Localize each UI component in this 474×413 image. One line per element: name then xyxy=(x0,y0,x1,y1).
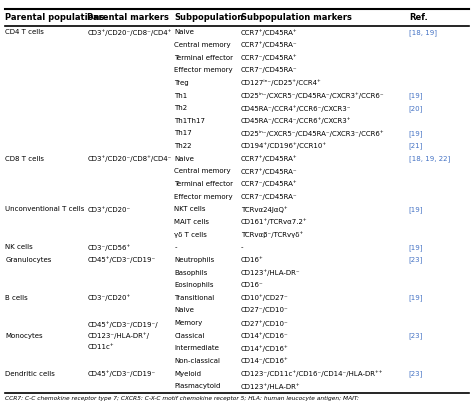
Text: CD3⁺/CD20⁻/CD8⁺/CD4⁻: CD3⁺/CD20⁻/CD8⁺/CD4⁻ xyxy=(87,155,172,162)
Text: Th1Th17: Th1Th17 xyxy=(174,118,205,124)
Text: CD123⁺/HLA-DR⁺: CD123⁺/HLA-DR⁺ xyxy=(241,383,301,390)
Text: Th22: Th22 xyxy=(174,143,192,149)
Text: Subpopulation: Subpopulation xyxy=(174,13,244,22)
Text: CD25ⁱⁿ⁻/CXCR5⁻/CD45RA⁻/CXCR3⁺/CCR6⁻: CD25ⁱⁿ⁻/CXCR5⁻/CD45RA⁻/CXCR3⁺/CCR6⁻ xyxy=(241,92,384,99)
Text: Terminal effector: Terminal effector xyxy=(174,55,233,61)
Text: CCR7⁺/CD45RA⁻: CCR7⁺/CD45RA⁻ xyxy=(241,42,297,48)
Text: CD27⁺/CD10⁻: CD27⁺/CD10⁻ xyxy=(241,320,289,327)
Text: Parental markers: Parental markers xyxy=(87,13,169,22)
Text: Effector memory: Effector memory xyxy=(174,194,233,200)
Text: Central memory: Central memory xyxy=(174,42,231,48)
Text: Ref.: Ref. xyxy=(409,13,428,22)
Text: [21]: [21] xyxy=(409,143,423,150)
Text: [18, 19]: [18, 19] xyxy=(409,29,437,36)
Text: Th2: Th2 xyxy=(174,105,187,111)
Text: -: - xyxy=(241,244,243,250)
Text: CD45⁺/CD3⁻/CD19⁻: CD45⁺/CD3⁻/CD19⁻ xyxy=(87,370,155,377)
Text: Plasmacytoid: Plasmacytoid xyxy=(174,383,221,389)
Text: Basophils: Basophils xyxy=(174,270,208,275)
Text: Monocytes: Monocytes xyxy=(5,333,43,339)
Text: CD3⁻/CD56⁺: CD3⁻/CD56⁺ xyxy=(87,244,131,251)
Text: Myeloid: Myeloid xyxy=(174,371,201,377)
Text: Parental populations: Parental populations xyxy=(5,13,104,22)
Text: CD3⁻/CD20⁺: CD3⁻/CD20⁺ xyxy=(87,294,131,301)
Text: Naive: Naive xyxy=(174,29,194,35)
Text: CD45⁺/CD3⁻/CD19⁻/: CD45⁺/CD3⁻/CD19⁻/ xyxy=(87,322,158,328)
Text: Terminal effector: Terminal effector xyxy=(174,181,233,187)
Text: Central memory: Central memory xyxy=(174,169,231,174)
Text: [18, 19, 22]: [18, 19, 22] xyxy=(409,155,450,162)
Text: CD14⁺/CD16⁻: CD14⁺/CD16⁻ xyxy=(241,332,289,339)
Text: [23]: [23] xyxy=(409,256,423,263)
Text: CD14⁻/CD16⁺: CD14⁻/CD16⁺ xyxy=(241,358,289,364)
Text: CCR7⁻/CD45RA⁺: CCR7⁻/CD45RA⁺ xyxy=(241,180,297,188)
Text: Neutrophils: Neutrophils xyxy=(174,257,215,263)
Text: Transitional: Transitional xyxy=(174,295,215,301)
Text: NKT cells: NKT cells xyxy=(174,206,206,212)
Text: Classical: Classical xyxy=(174,333,205,339)
Text: CD16⁺: CD16⁺ xyxy=(241,257,264,263)
Text: [20]: [20] xyxy=(409,105,423,112)
Text: [19]: [19] xyxy=(409,294,423,301)
Text: Granulocytes: Granulocytes xyxy=(5,257,52,263)
Text: Dendritic cells: Dendritic cells xyxy=(5,371,55,377)
Text: [23]: [23] xyxy=(409,332,423,339)
Text: CCR7⁺/CD45RA⁺: CCR7⁺/CD45RA⁺ xyxy=(241,155,297,162)
Text: Eosinophils: Eosinophils xyxy=(174,282,214,288)
Text: -: - xyxy=(174,244,177,250)
Text: CD14⁺/CD16⁺: CD14⁺/CD16⁺ xyxy=(241,345,289,352)
Text: [19]: [19] xyxy=(409,244,423,251)
Text: CD161⁺/TCRvα7.2⁺: CD161⁺/TCRvα7.2⁺ xyxy=(241,218,307,225)
Text: CCR7: C-C chemokine receptor type 7; CXCR5: C-X-C motif chemokine receptor 5; HL: CCR7: C-C chemokine receptor type 7; CXC… xyxy=(5,396,359,401)
Text: CCR7⁺/CD45RA⁺: CCR7⁺/CD45RA⁺ xyxy=(241,29,297,36)
Text: CD3⁺/CD20⁻: CD3⁺/CD20⁻ xyxy=(87,206,131,213)
Text: CD25ⁱⁿ⁻/CXCR5⁻/CD45RA⁻/CXCR3⁻/CCR6⁺: CD25ⁱⁿ⁻/CXCR5⁻/CD45RA⁻/CXCR3⁻/CCR6⁺ xyxy=(241,130,384,137)
Text: [19]: [19] xyxy=(409,206,423,213)
Text: Treg: Treg xyxy=(174,80,189,86)
Text: [19]: [19] xyxy=(409,130,423,137)
Text: CD3⁺/CD20⁻/CD8⁻/CD4⁺: CD3⁺/CD20⁻/CD8⁻/CD4⁺ xyxy=(87,29,172,36)
Text: CD123⁺/HLA-DR⁻: CD123⁺/HLA-DR⁻ xyxy=(241,269,301,276)
Text: CCR7⁺/CD45RA⁻: CCR7⁺/CD45RA⁻ xyxy=(241,168,297,175)
Text: CD45⁺/CD3⁻/CD19⁻: CD45⁺/CD3⁻/CD19⁻ xyxy=(87,256,155,263)
Text: CD45RA⁻/CCR4⁺/CCR6⁻/CXCR3⁻: CD45RA⁻/CCR4⁺/CCR6⁻/CXCR3⁻ xyxy=(241,105,351,112)
Text: Unconventional T cells: Unconventional T cells xyxy=(5,206,84,212)
Text: CCR7⁻/CD45RA⁻: CCR7⁻/CD45RA⁻ xyxy=(241,67,297,73)
Text: TCRvαβ⁻/TCRvγδ⁺: TCRvαβ⁻/TCRvγδ⁺ xyxy=(241,231,303,238)
Text: CD8 T cells: CD8 T cells xyxy=(5,156,44,162)
Text: CCR7⁻/CD45RA⁺: CCR7⁻/CD45RA⁺ xyxy=(241,54,297,61)
Text: Intermediate: Intermediate xyxy=(174,345,219,351)
Text: CCR7⁻/CD45RA⁻: CCR7⁻/CD45RA⁻ xyxy=(241,194,297,200)
Text: Naive: Naive xyxy=(174,156,194,162)
Text: CD4 T cells: CD4 T cells xyxy=(5,29,44,35)
Text: NK cells: NK cells xyxy=(5,244,33,250)
Text: Th17: Th17 xyxy=(174,131,192,136)
Text: MAIT cells: MAIT cells xyxy=(174,219,210,225)
Text: TCRvα24JαQ⁺: TCRvα24JαQ⁺ xyxy=(241,206,287,213)
Text: CD194⁺/CD196⁺/CCR10⁺: CD194⁺/CD196⁺/CCR10⁺ xyxy=(241,143,327,150)
Text: CD16⁻: CD16⁻ xyxy=(241,282,264,288)
Text: CD45RA⁻/CCR4⁻/CCR6⁺/CXCR3⁺: CD45RA⁻/CCR4⁻/CCR6⁺/CXCR3⁺ xyxy=(241,117,351,124)
Text: CD127ⁱⁿ⁻/CD25⁺/CCR4⁺: CD127ⁱⁿ⁻/CD25⁺/CCR4⁺ xyxy=(241,79,321,86)
Text: CD11c⁺: CD11c⁺ xyxy=(87,344,114,349)
Text: Effector memory: Effector memory xyxy=(174,67,233,73)
Text: [19]: [19] xyxy=(409,92,423,99)
Text: CD123⁻/HLA-DR⁺/: CD123⁻/HLA-DR⁺/ xyxy=(87,332,149,339)
Text: B cells: B cells xyxy=(5,295,28,301)
Text: Non-classical: Non-classical xyxy=(174,358,220,364)
Text: Memory: Memory xyxy=(174,320,202,326)
Text: Naive: Naive xyxy=(174,308,194,313)
Text: γδ T cells: γδ T cells xyxy=(174,232,207,237)
Text: CD27⁻/CD10⁻: CD27⁻/CD10⁻ xyxy=(241,308,289,313)
Text: [23]: [23] xyxy=(409,370,423,377)
Text: Subpopulation markers: Subpopulation markers xyxy=(241,13,352,22)
Text: CD123⁻/CD11c⁺/CD16⁻/CD14⁻/HLA-DR⁺⁺: CD123⁻/CD11c⁺/CD16⁻/CD14⁻/HLA-DR⁺⁺ xyxy=(241,370,383,377)
Text: Th1: Th1 xyxy=(174,93,188,99)
Text: CD10⁺/CD27⁻: CD10⁺/CD27⁻ xyxy=(241,294,289,301)
